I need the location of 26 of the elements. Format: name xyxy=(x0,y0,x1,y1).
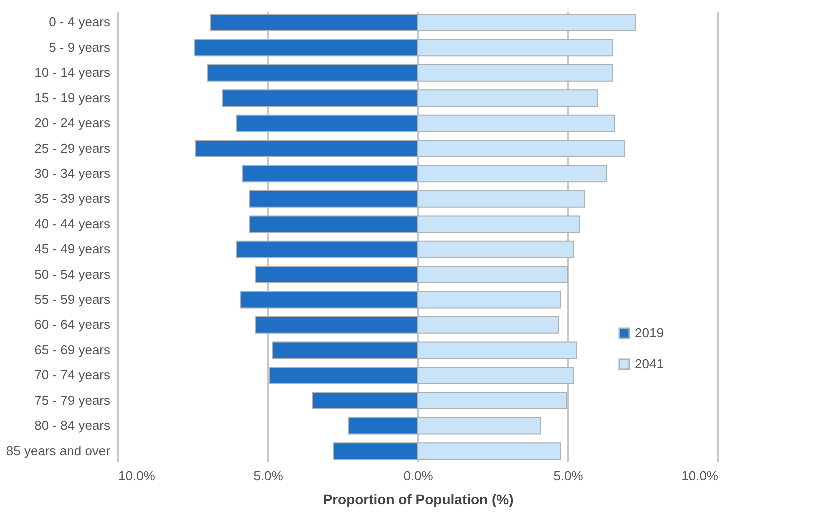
y-tick-label: 30 - 34 years xyxy=(34,166,111,181)
y-tick-label: 70 - 74 years xyxy=(34,368,111,383)
y-tick-label: 55 - 59 years xyxy=(34,292,111,308)
legend-label: 2041 xyxy=(635,356,664,372)
y-tick-label: 60 - 64 years xyxy=(34,317,111,332)
y-tick-label: 50 - 54 years xyxy=(34,266,111,282)
y-tick-label: 40 - 44 years xyxy=(34,216,111,232)
y-tick-label: 35 - 39 years xyxy=(34,191,111,206)
y-tick-label: 20 - 24 years xyxy=(34,116,111,131)
y-tick-label: 5 - 9 years xyxy=(49,40,111,55)
x-tick-label: 10.0% xyxy=(118,468,156,484)
y-tick-label: 15 - 19 years xyxy=(34,90,111,106)
y-tick-label: 0 - 4 years xyxy=(49,14,111,30)
y-tick-label: 25 - 29 years xyxy=(34,140,111,156)
y-tick-label: 45 - 49 years xyxy=(34,242,111,257)
y-tick-label: 85 years and over xyxy=(6,443,112,458)
x-axis-title: Proportion of Population (%) xyxy=(323,492,514,508)
y-tick-label: 10 - 14 years xyxy=(34,65,111,80)
x-tick-label: 5.0% xyxy=(254,468,284,484)
x-tick-label: 0.0% xyxy=(404,468,434,484)
y-tick-label: 80 - 84 years xyxy=(34,418,111,434)
y-tick-label: 65 - 69 years xyxy=(34,342,111,358)
legend-label: 2019 xyxy=(635,326,664,340)
y-tick-label: 75 - 79 years xyxy=(34,392,111,408)
x-tick-label: 5.0% xyxy=(554,468,584,484)
x-tick-label: 10.0% xyxy=(682,468,719,484)
